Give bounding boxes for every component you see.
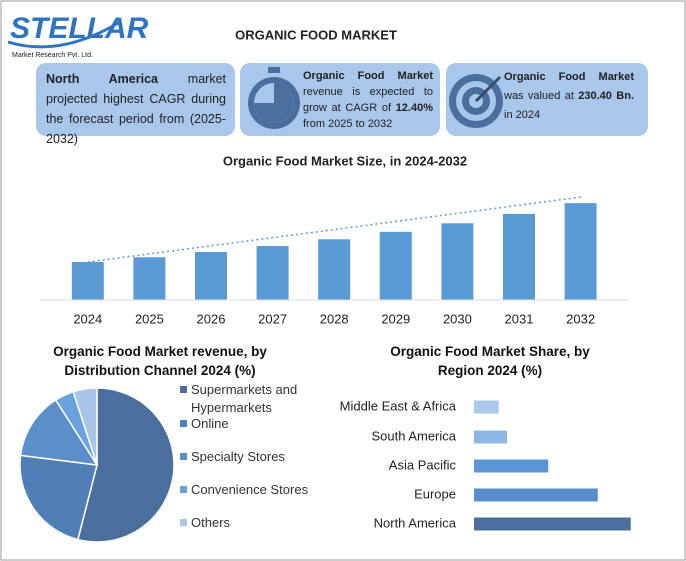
info-box: Organic Food Market was valued at 230.40…	[446, 63, 648, 136]
info-span: in 2024	[504, 109, 541, 121]
legend-label: Online	[191, 416, 229, 431]
info-span: market projected highest CAGR during the…	[46, 72, 226, 146]
bar	[441, 223, 474, 300]
y-tick-label: Middle East & Africa	[340, 398, 457, 413]
legend-swatch	[180, 420, 187, 427]
legend-label: Supermarkets and Hypermarkets	[191, 382, 298, 415]
x-tick-label: 2028	[320, 311, 349, 326]
info-bold: Organic Food Market	[504, 71, 634, 83]
logo-swoosh	[7, 20, 121, 49]
x-tick-label: 2025	[135, 311, 164, 326]
x-tick-label: 2024	[73, 311, 102, 326]
info-bold: 230.40 Bn.	[578, 90, 634, 102]
stopwatch-icon	[248, 67, 300, 129]
y-tick-label: Asia Pacific	[389, 457, 457, 472]
x-tick-label: 2032	[566, 311, 595, 326]
info-span: was valued at	[504, 90, 579, 102]
info-bold: 12.40%	[395, 102, 433, 114]
hbar-title: Organic Food Market Share, by Region 202…	[390, 344, 590, 378]
bar	[474, 400, 499, 414]
bar	[195, 251, 227, 300]
pie-title: Organic Food Market revenue, by Distribu…	[53, 344, 267, 378]
pie-slice	[72, 387, 98, 466]
bar	[474, 430, 507, 444]
info-box: North America market projected highest C…	[36, 63, 235, 146]
bar	[71, 261, 104, 300]
bar	[503, 213, 535, 300]
bar	[564, 203, 597, 300]
info-bold: North America	[46, 72, 158, 86]
bar	[256, 246, 289, 300]
bar	[474, 459, 549, 473]
x-tick-label: 2026	[197, 311, 226, 326]
info-box: Organic Food Market revenue is expected …	[240, 63, 440, 136]
pie-slice	[19, 454, 98, 541]
y-tick-label: South America	[371, 428, 456, 443]
legend-label: Convenience Stores	[191, 482, 309, 497]
logo-sub: Market Research Pvt. Ltd.	[12, 52, 93, 59]
info-text: Organic Food Market was valued at 230.40…	[504, 68, 634, 125]
bar	[318, 239, 351, 300]
legend-swatch	[180, 386, 187, 393]
x-tick-label: 2031	[505, 311, 534, 326]
info-span: from 2025 to 2032	[303, 118, 393, 130]
info-bold: Organic Food Market	[303, 70, 433, 82]
page-title: ORGANIC FOOD MARKET	[235, 27, 397, 42]
y-tick-label: North America	[374, 515, 457, 530]
bar	[474, 517, 631, 531]
info-span: revenue is expected to grow at CAGR of	[303, 86, 433, 114]
info-text: Organic Food Market revenue is expected …	[303, 68, 433, 132]
pie-slice	[76, 387, 175, 543]
legend-swatch	[180, 519, 187, 526]
target-icon	[449, 74, 503, 128]
x-tick-label: 2030	[443, 311, 472, 326]
x-tick-label: 2029	[381, 311, 410, 326]
bar	[379, 231, 412, 300]
bar	[474, 488, 598, 502]
info-text: North America market projected highest C…	[46, 69, 226, 149]
y-tick-label: Europe	[414, 486, 456, 501]
chart-title: Organic Food Market Size, in 2024-2032	[223, 153, 467, 168]
legend-label: Others	[191, 515, 231, 530]
x-tick-label: 2027	[258, 311, 287, 326]
legend-swatch	[180, 453, 187, 460]
pie-slice	[19, 398, 99, 466]
legend-swatch	[180, 486, 187, 493]
bar	[133, 257, 166, 300]
legend-label: Specialty Stores	[191, 449, 285, 464]
